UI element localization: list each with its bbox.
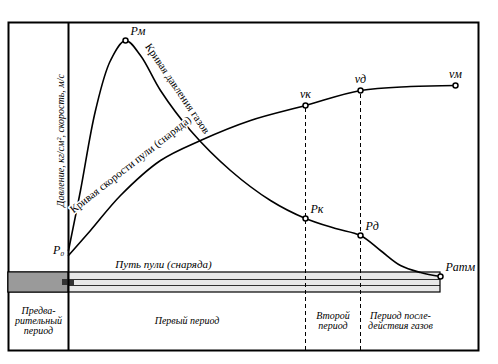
svg-text:Pм: Pм	[130, 24, 146, 38]
svg-text:vк: vк	[300, 87, 311, 101]
svg-text:Давление, кг/см², скорость, м/: Давление, кг/см², скорость, м/с	[55, 74, 66, 208]
svg-text:vд: vд	[355, 72, 366, 86]
svg-text:Путь пули (снаряда): Путь пули (снаряда)	[114, 258, 212, 271]
svg-text:Второйпериод: Второйпериод	[316, 310, 349, 331]
svg-text:Кривая скорости пули (снаряда): Кривая скорости пули (снаряда)	[67, 113, 194, 216]
svg-text:Первый период: Первый период	[154, 315, 220, 326]
svg-text:Pатм: Pатм	[445, 260, 476, 274]
svg-text:Период после-действия газов: Период после-действия газов	[368, 310, 433, 331]
svg-text:Кривая давления газов: Кривая давления газов	[143, 40, 213, 136]
svg-text:Pд: Pд	[365, 219, 379, 233]
svg-text:Pк: Pк	[310, 202, 324, 216]
svg-text:P₀: P₀	[52, 243, 65, 257]
svg-text:Предва-рительныйпериод: Предва-рительныйпериод	[14, 305, 62, 336]
svg-text:vм: vм	[449, 67, 462, 81]
